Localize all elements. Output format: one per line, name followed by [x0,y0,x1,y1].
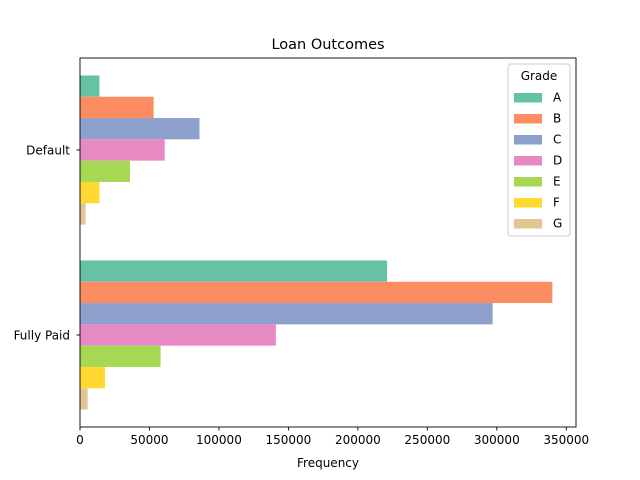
legend-swatch-D [514,156,542,166]
x-tick-label: 350000 [543,433,589,447]
bar-F-default [80,181,100,204]
x-axis-label: Frequency [297,456,359,470]
legend-label-G: G [553,217,562,231]
x-tick-label: 150000 [265,433,311,447]
legend-label-D: D [553,154,562,168]
bar-B-fully-paid [80,281,553,304]
bar-D-default [80,139,165,161]
bar-D-fully-paid [80,324,276,346]
legend-label-F: F [553,196,560,210]
legend-swatch-A [514,93,542,103]
x-tick-label: 250000 [404,433,450,447]
bar-G-fully-paid [80,388,88,410]
legend-box [507,63,571,237]
bar-E-fully-paid [80,345,161,367]
bar-G-default [80,203,86,225]
legend-swatch-E [514,177,542,187]
legend-swatch-G [514,219,542,229]
legend-label-A: A [553,91,562,105]
legend-label-E: E [553,175,561,189]
x-tick-label: 0 [76,433,84,447]
bar-B-default [80,96,154,119]
x-tick-label: 200000 [335,433,381,447]
plot-frame [79,57,577,428]
bar-C-default [80,118,200,140]
chart-title: Loan Outcomes [271,37,384,53]
bar-F-fully-paid [80,366,106,389]
y-tick-label: Fully Paid [14,329,70,343]
legend-title: Grade [521,69,558,83]
bar-C-fully-paid [80,303,493,325]
bar-A-fully-paid [80,260,388,282]
x-axis: 0 50000 100000 150000 200000 250000 300000 3500… [76,427,589,447]
bars [80,75,553,410]
legend-swatch-B [514,114,542,124]
y-tick-label: Default [26,144,70,158]
x-tick-label: 300000 [474,433,520,447]
legend-swatch-C [514,135,542,145]
legend-label-C: C [553,133,561,147]
bar-E-default [80,160,131,182]
x-tick-label: 50000 [130,433,168,447]
x-tick-label: 100000 [196,433,242,447]
legend-swatch-F [514,198,542,208]
bar-A-default [80,75,100,97]
legend-label-B: B [553,112,561,126]
y-axis: Default Fully Paid [14,144,80,343]
